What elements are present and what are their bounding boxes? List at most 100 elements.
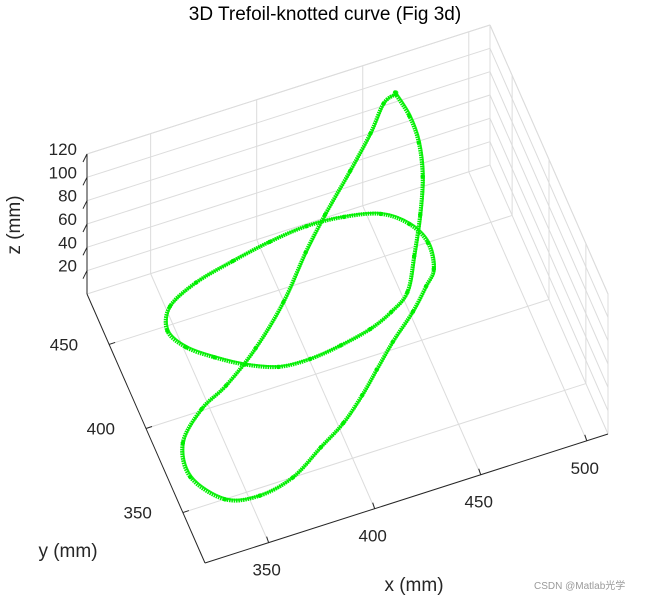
series-0-point-3 [348, 168, 353, 174]
y-tick-mark [108, 341, 116, 345]
series-0-point-13 [257, 493, 262, 498]
series-0-point-18 [374, 367, 379, 372]
series-0-point-10 [180, 440, 185, 446]
series-0-point-21 [423, 284, 429, 289]
z-tick-mark [82, 200, 88, 209]
z-gridline-back [86, 47, 491, 178]
y-tick-mark [182, 510, 190, 514]
y-tick-label: 450 [50, 335, 78, 354]
series-0-point-35 [242, 362, 248, 367]
axis-layer [82, 153, 609, 564]
series-0-point-14 [290, 475, 296, 480]
series-0-point-17 [360, 393, 365, 398]
z-gridline-side [489, 118, 609, 388]
x-tick-mark [372, 502, 376, 509]
series-0-point-36 [276, 364, 281, 370]
x-axis-label: x (mm) [384, 575, 443, 596]
y-gridline-floor [145, 299, 550, 429]
series-0-point-30 [193, 280, 199, 285]
z-gridline-back [86, 94, 491, 225]
y-tick-mark [145, 426, 153, 429]
series-0-point-11 [188, 474, 193, 480]
series-0-point-16 [341, 420, 346, 426]
z-gridline-side [489, 48, 609, 318]
series-0-point-34 [212, 355, 217, 360]
series-0-point-33 [183, 345, 189, 350]
z-tick-label: 100 [49, 163, 77, 182]
z-gridline-back [86, 71, 491, 202]
z-gridline-side [489, 141, 609, 411]
x-tick-mark [584, 434, 588, 441]
x-tick-label: 350 [252, 561, 280, 580]
z-gridline-side [489, 94, 609, 365]
series-0-point-6 [281, 299, 286, 305]
series-0-point-37 [308, 356, 313, 362]
grid-layer [86, 24, 609, 543]
series-0-point-4 [322, 212, 328, 217]
trefoil-curve [163, 90, 437, 503]
x-tick-mark [266, 536, 270, 543]
x-tick-label: 450 [465, 493, 493, 512]
series-0-point-43 [418, 212, 423, 217]
series-0-point-7 [253, 346, 258, 351]
series-0-point-27 [304, 224, 309, 229]
series-0-point-40 [389, 309, 394, 315]
z-tick-mark [82, 153, 88, 163]
z-gridline-back [86, 117, 491, 248]
z-tick-mark [82, 177, 88, 186]
z-tick-label: 60 [58, 210, 77, 229]
box-edge [86, 164, 491, 295]
series-0-point-39 [368, 326, 373, 332]
chart-title: 3D Trefoil-knotted curve (Fig 3d) [189, 4, 461, 25]
series-0-point-2 [368, 131, 373, 136]
series-0-point-12 [222, 497, 227, 502]
series-0-point-45 [416, 140, 421, 145]
y-axis-label: y (mm) [38, 541, 97, 562]
z-tick-label: 20 [58, 257, 77, 276]
series-0-point-20 [410, 309, 416, 314]
x-tick-mark [478, 468, 482, 475]
z-tick-mark [82, 270, 88, 279]
series-0-line [163, 90, 436, 503]
series-0-point-26 [341, 214, 347, 220]
series-0-point-19 [390, 339, 395, 345]
z-tick-label: 120 [49, 140, 77, 159]
watermark-text: CSDN @Matlab光学 [534, 579, 625, 592]
box-edge [489, 24, 609, 295]
x-axis-line [204, 433, 609, 564]
series-0-line-jitter [165, 90, 437, 501]
series-0-point-22 [431, 266, 436, 272]
series-0-point-24 [407, 221, 412, 227]
series-0-point-15 [318, 445, 324, 450]
series-0-point-47 [393, 92, 398, 97]
series-0-point-29 [230, 258, 235, 264]
series-0-point-44 [420, 174, 425, 179]
series-0-point-41 [405, 289, 410, 295]
series-0-point-28 [267, 239, 272, 245]
z-tick-mark [82, 223, 88, 233]
box-edge [86, 24, 491, 155]
series-0-point-46 [407, 113, 412, 119]
z-gridline-side [489, 71, 609, 341]
series-0-point-1 [381, 101, 386, 106]
y-gridline-floor [108, 214, 513, 345]
y-tick-label: 350 [124, 504, 152, 523]
y-gridline-floor [182, 383, 587, 514]
series-0-point-32 [165, 328, 170, 333]
series-0-point-42 [412, 253, 417, 259]
series-0-point-25 [378, 211, 383, 217]
z-tick-mark [82, 247, 88, 256]
z-tick-label: 80 [58, 187, 77, 206]
series-0-point-8 [224, 383, 229, 388]
z-axis-label: z (mm) [4, 195, 25, 254]
series-0-point-9 [199, 406, 204, 412]
series-0-point-5 [303, 250, 308, 255]
x-tick-label: 500 [571, 459, 599, 478]
x-tick-label: 400 [358, 527, 386, 546]
series-0-point-31 [167, 304, 173, 309]
y-tick-label: 400 [87, 420, 115, 439]
z-tick-label: 40 [58, 233, 77, 252]
label-layer: 3D Trefoil-knotted curve (Fig 3d) x (mm)… [4, 4, 625, 596]
series-0-point-38 [338, 343, 343, 348]
